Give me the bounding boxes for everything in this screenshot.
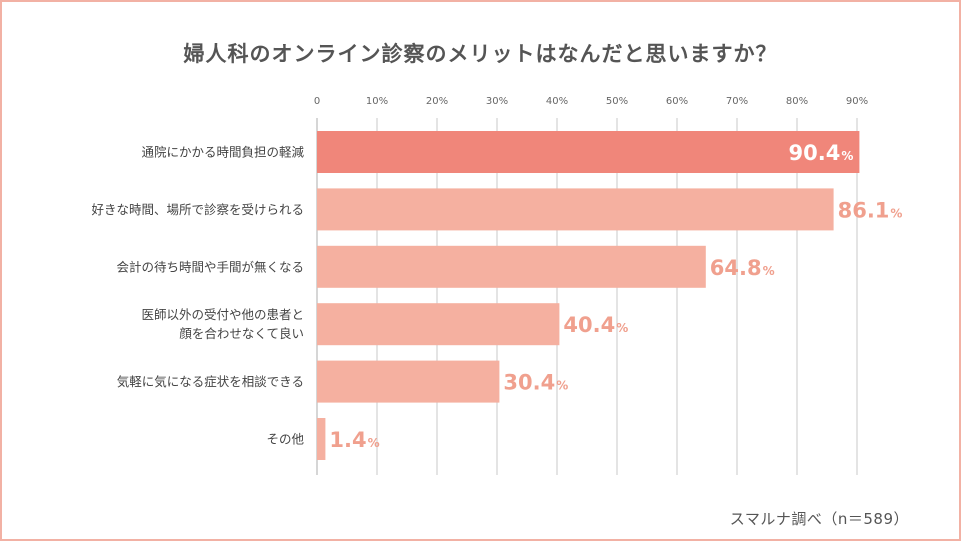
category-label: 医師以外の受付や他の患者と — [141, 307, 304, 322]
source-note: スマルナ調べ（n＝589） — [729, 510, 909, 528]
bar — [317, 360, 500, 403]
x-tick-label: 80% — [786, 96, 808, 107]
category-label: 顔を合わせなくて良い — [179, 326, 304, 341]
value-label: 30.4% — [503, 371, 568, 395]
category-label: 通院にかかる時間負担の軽減 — [141, 145, 304, 160]
bar — [317, 188, 834, 231]
x-tick-label: 50% — [606, 96, 628, 107]
x-tick-label: 20% — [426, 96, 448, 107]
bar — [317, 245, 706, 288]
value-label: 86.1% — [838, 198, 903, 222]
x-tick-label: 0 — [314, 96, 320, 107]
bar — [317, 131, 860, 173]
x-tick-label: 40% — [546, 96, 568, 107]
value-label: 1.4% — [329, 428, 379, 452]
x-tick-label: 90% — [846, 96, 868, 107]
category-label: 気軽に気になる症状を相談できる — [117, 374, 304, 389]
category-label: その他 — [266, 432, 304, 447]
value-label: 40.4% — [563, 313, 628, 337]
value-label: 90.4% — [789, 141, 854, 165]
value-label: 64.8% — [710, 256, 775, 280]
x-tick-label: 10% — [366, 96, 388, 107]
x-tick-label: 70% — [726, 96, 748, 107]
category-label: 会計の待ち時間や手間が無くなる — [116, 259, 304, 274]
chart-title: 婦人科のオンライン診察のメリットはなんだと思いますか？ — [183, 42, 778, 66]
category-label: 好きな時間、場所で診察を受けられる — [91, 202, 304, 217]
bar — [317, 418, 326, 460]
bar — [317, 303, 560, 346]
x-tick-label: 60% — [666, 96, 688, 107]
x-tick-label: 30% — [486, 96, 508, 107]
